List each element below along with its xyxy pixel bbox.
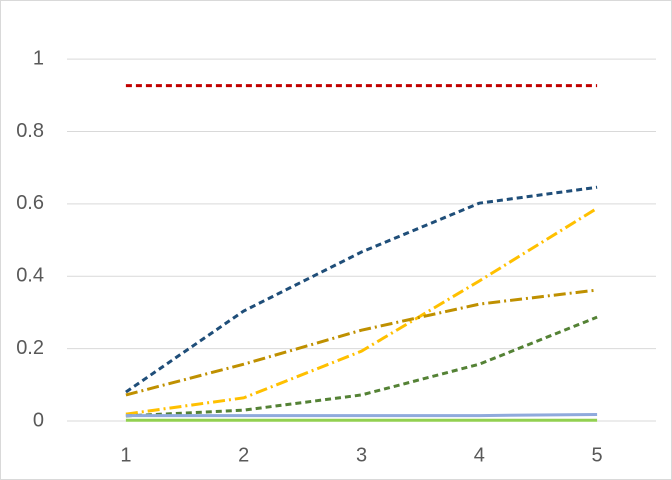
y-tick-label: 0.8 [16,120,44,142]
series-line [125,288,598,397]
x-tick-label: 1 [120,444,131,466]
y-tick-label: 1 [33,47,44,69]
x-tick-label: 3 [356,444,367,466]
y-tick-label: 0.6 [16,192,44,214]
y-tick-label: 0.2 [16,337,44,359]
x-tick-label: 5 [592,444,603,466]
y-tick-label: 0 [33,409,44,431]
series-line [125,315,598,418]
x-tick-label: 4 [474,444,485,466]
series-line [125,206,598,416]
series-line [125,185,598,394]
y-tick-label: 0.4 [16,265,44,287]
series-line [125,412,598,418]
x-tick-label: 2 [238,444,249,466]
